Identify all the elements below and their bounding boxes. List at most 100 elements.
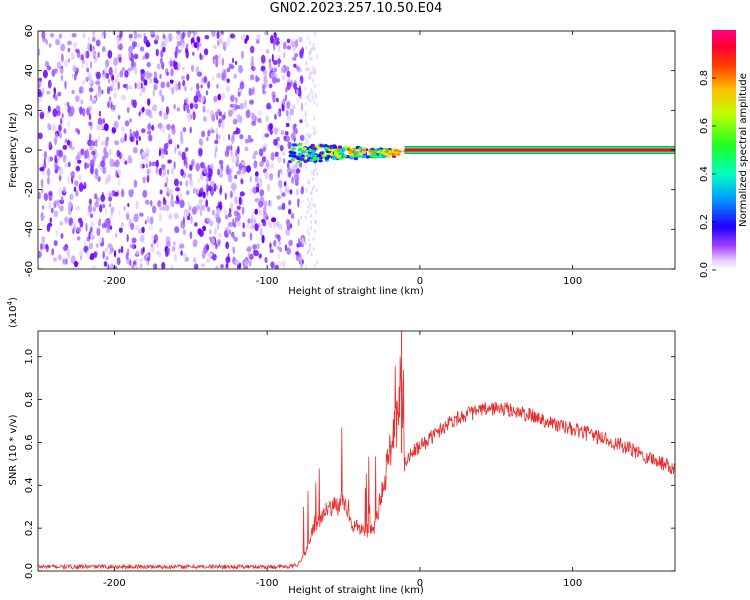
noise-speck bbox=[189, 126, 192, 134]
noise-speck bbox=[134, 82, 137, 89]
noise-speck bbox=[304, 215, 307, 220]
noise-speck bbox=[138, 111, 141, 117]
noise-speck bbox=[310, 252, 313, 256]
noise-speck bbox=[38, 80, 42, 87]
noise-speck bbox=[93, 251, 98, 259]
noise-speck bbox=[208, 185, 212, 192]
noise-speck bbox=[198, 230, 204, 238]
signal-blob bbox=[297, 160, 302, 164]
signal-blob bbox=[300, 157, 305, 161]
noise-speck bbox=[310, 220, 313, 225]
noise-speck bbox=[90, 232, 94, 241]
noise-speck bbox=[89, 94, 93, 102]
noise-speck bbox=[306, 140, 309, 145]
noise-speck bbox=[71, 89, 75, 95]
signal-blob bbox=[289, 150, 294, 155]
noise-speck bbox=[265, 215, 269, 221]
noise-speck bbox=[142, 189, 148, 198]
noise-speck bbox=[223, 230, 228, 238]
noise-speck bbox=[259, 161, 264, 168]
noise-speck bbox=[108, 96, 112, 102]
noise-speck bbox=[52, 108, 58, 117]
noise-speck bbox=[130, 222, 135, 230]
noise-speck bbox=[216, 132, 219, 141]
noise-speck bbox=[170, 264, 174, 269]
noise-speck bbox=[41, 31, 46, 40]
noise-speck bbox=[58, 175, 62, 181]
noise-speck bbox=[86, 250, 89, 258]
signal-blob bbox=[301, 150, 306, 154]
noise-speck bbox=[168, 32, 173, 42]
y-tick-label: 0.4 bbox=[24, 477, 35, 493]
noise-speck bbox=[171, 167, 174, 175]
noise-speck bbox=[101, 237, 105, 246]
noise-speck bbox=[298, 237, 300, 247]
noise-speck bbox=[47, 105, 51, 113]
noise-speck bbox=[78, 86, 83, 94]
signal-blob bbox=[332, 156, 337, 160]
noise-speck bbox=[80, 54, 84, 61]
noise-speck bbox=[296, 97, 299, 106]
noise-speck bbox=[236, 155, 240, 163]
noise-speck bbox=[258, 148, 264, 157]
noise-speck bbox=[308, 237, 311, 242]
noise-speck bbox=[220, 264, 224, 269]
noise-speck bbox=[170, 68, 174, 77]
noise-speck bbox=[113, 87, 119, 92]
noise-speck bbox=[100, 123, 105, 130]
noise-speck bbox=[285, 219, 291, 227]
noise-speck bbox=[51, 207, 54, 214]
noise-speck bbox=[85, 76, 89, 83]
noise-speck bbox=[165, 236, 171, 244]
noise-speck bbox=[166, 106, 169, 115]
noise-speck bbox=[115, 159, 120, 168]
noise-speck bbox=[104, 177, 109, 185]
noise-speck bbox=[286, 100, 291, 110]
noise-speck bbox=[67, 139, 70, 146]
chart-title: GN02.2023.257.10.50.E04 bbox=[269, 1, 443, 16]
noise-speck bbox=[88, 113, 92, 121]
noise-speck bbox=[136, 81, 142, 90]
noise-speck bbox=[273, 67, 277, 73]
noise-speck bbox=[161, 125, 166, 134]
noise-speck bbox=[300, 102, 304, 112]
noise-speck bbox=[151, 235, 154, 240]
noise-speck bbox=[277, 58, 281, 65]
signal-blob bbox=[357, 154, 362, 158]
noise-speck bbox=[190, 87, 193, 92]
noise-speck bbox=[159, 189, 163, 195]
noise-speck bbox=[186, 73, 190, 81]
noise-speck bbox=[108, 250, 113, 255]
noise-speck bbox=[263, 206, 267, 216]
noise-speck bbox=[311, 91, 314, 96]
signal-blob bbox=[361, 150, 367, 154]
noise-speck bbox=[217, 168, 220, 176]
noise-speck bbox=[295, 251, 299, 256]
noise-speck bbox=[265, 160, 270, 167]
signal-blob bbox=[314, 156, 320, 160]
snr-series-line bbox=[38, 356, 675, 571]
noise-speck bbox=[126, 234, 129, 243]
noise-speck bbox=[273, 42, 276, 51]
signal-peak bbox=[328, 153, 333, 156]
signal-peak bbox=[361, 148, 366, 152]
noise-speck bbox=[215, 146, 218, 153]
noise-speck bbox=[233, 73, 237, 79]
noise-speck bbox=[41, 236, 46, 244]
noise-speck bbox=[273, 127, 278, 135]
noise-speck bbox=[220, 164, 223, 169]
noise-speck bbox=[113, 120, 119, 129]
noise-speck bbox=[270, 152, 275, 161]
noise-speck bbox=[228, 229, 232, 235]
noise-speck bbox=[312, 65, 315, 70]
noise-speck bbox=[136, 33, 142, 39]
noise-speck bbox=[121, 67, 125, 72]
noise-speck bbox=[135, 200, 139, 210]
noise-speck bbox=[48, 190, 53, 196]
noise-speck bbox=[230, 108, 235, 114]
noise-speck bbox=[218, 118, 223, 124]
noise-speck bbox=[71, 222, 77, 227]
noise-speck bbox=[308, 231, 311, 236]
noise-speck bbox=[104, 247, 108, 253]
noise-speck bbox=[44, 60, 50, 68]
